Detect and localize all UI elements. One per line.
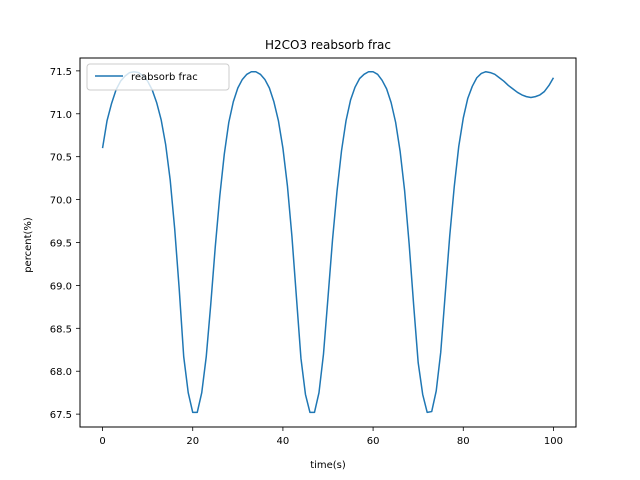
y-tick-label: 70.0: [50, 196, 72, 207]
x-tick-label: 40: [277, 436, 290, 447]
y-tick-label: 69.5: [50, 239, 72, 250]
x-tick-label: 20: [186, 436, 199, 447]
y-tick-label: 67.5: [50, 410, 72, 421]
y-tick-label: 68.0: [50, 367, 72, 378]
y-tick-label: 68.5: [50, 324, 72, 335]
axes-frame: [79, 57, 577, 428]
y-tick-label: 71.5: [50, 67, 72, 78]
y-axis-ticks: 67.5 68.0 68.5 69.0 69.5 70.0 70.5 71.0 71.5: [50, 67, 80, 421]
legend-box: [86, 63, 230, 91]
x-tick-label: 80: [457, 436, 470, 447]
y-axis-label: percent(%): [23, 217, 34, 273]
y-tick-label: 69.0: [50, 281, 72, 292]
x-tick-label: 0: [99, 436, 105, 447]
y-tick-label: 70.5: [50, 153, 72, 164]
legend: reabsorb frac: [86, 63, 230, 91]
x-axis-ticks: 0 20 40 60 80 100: [99, 427, 563, 447]
series-line-reabsorb-frac: [101, 70, 555, 414]
legend-label: reabsorb frac: [131, 72, 198, 83]
chart-title: H2CO3 reabsorb frac: [265, 38, 391, 52]
x-axis-label: time(s): [310, 460, 346, 471]
y-tick-label: 71.0: [50, 110, 72, 121]
x-tick-label: 60: [367, 436, 380, 447]
plot-area: [101, 70, 555, 414]
x-tick-label: 100: [544, 436, 563, 447]
